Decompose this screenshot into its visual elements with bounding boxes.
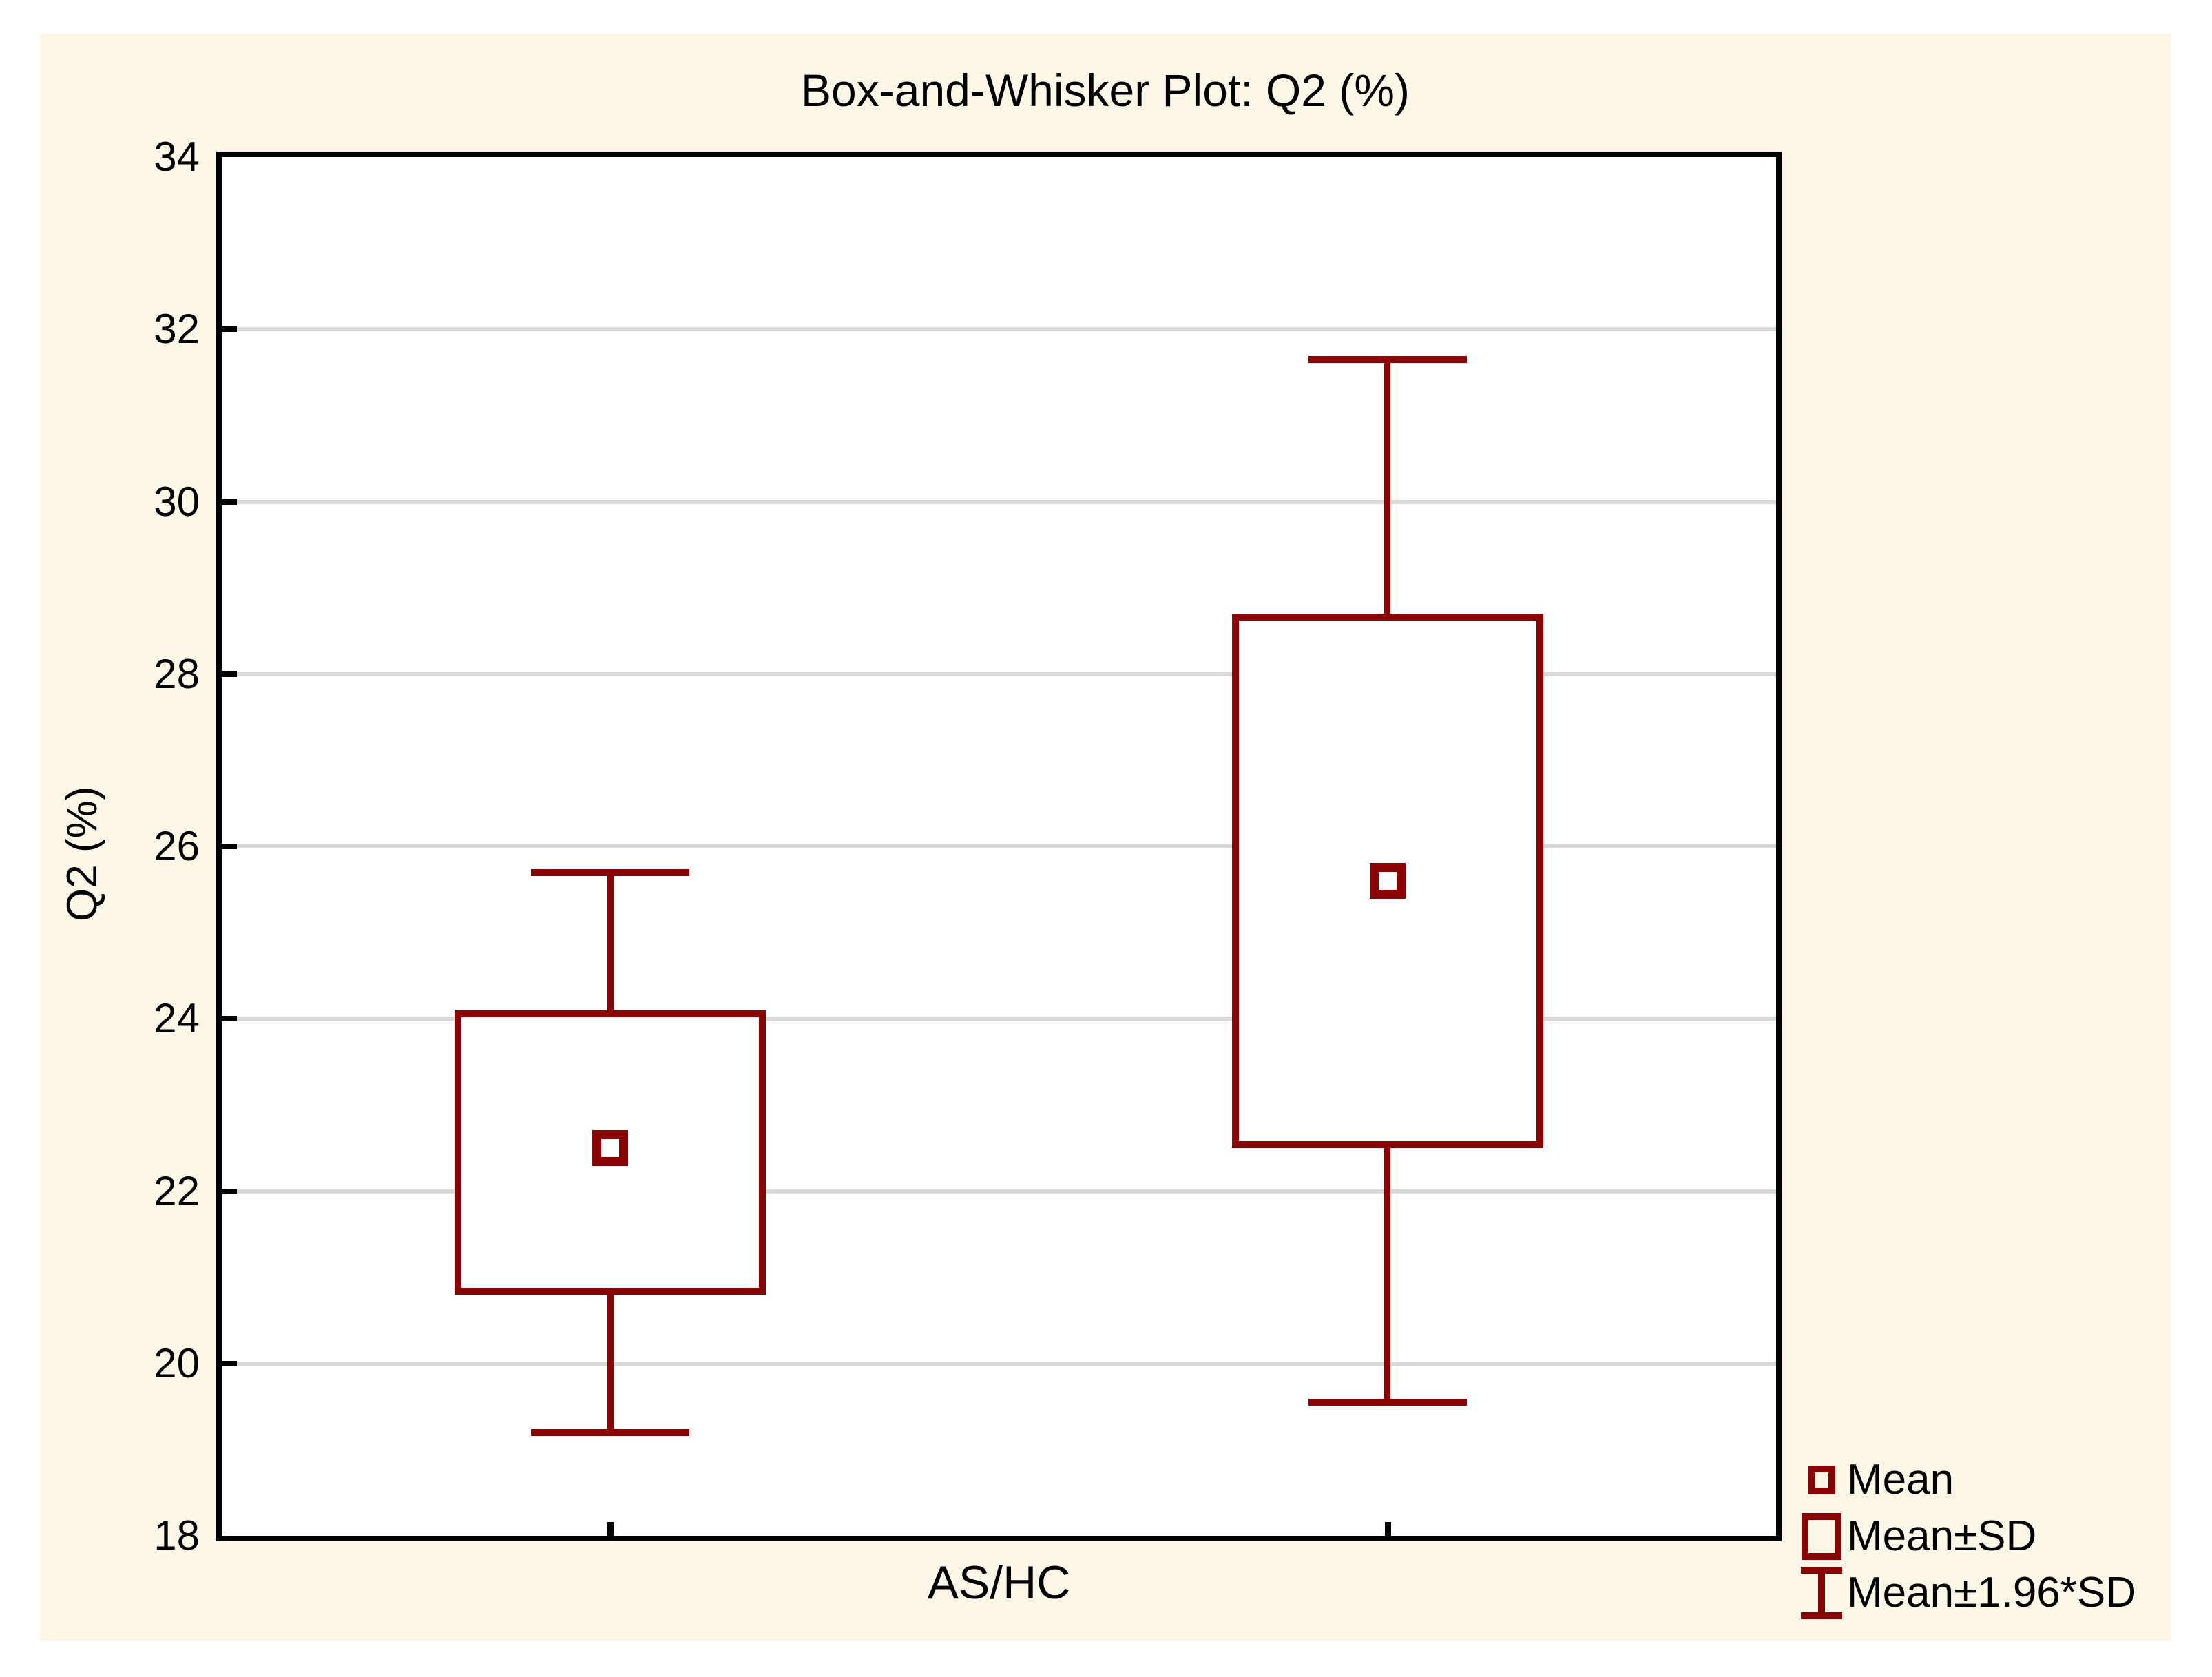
gridline-20 xyxy=(222,1361,1776,1366)
legend-row-mean: Mean xyxy=(1796,1452,2136,1508)
y-tick-28 xyxy=(222,671,237,677)
x-axis-title: AS/HC xyxy=(927,1556,1071,1609)
box-group-2 xyxy=(1231,614,1543,1148)
y-tick-label-28: 28 xyxy=(154,650,200,697)
gridline-24 xyxy=(222,1017,1776,1021)
legend-label-mean-196sd: Mean±1.96*SD xyxy=(1847,1569,2137,1616)
gridline-28 xyxy=(222,671,1776,676)
y-tick-24 xyxy=(222,1016,237,1022)
gridline-22 xyxy=(222,1189,1776,1194)
whisker-cap-top-group-2 xyxy=(1308,356,1467,364)
mean-marker-group-1 xyxy=(592,1129,629,1166)
y-tick-30 xyxy=(222,499,237,505)
x-tick-group-2 xyxy=(1384,1522,1391,1536)
y-tick-label-32: 32 xyxy=(154,306,200,353)
y-tick-32 xyxy=(222,326,237,333)
gridline-30 xyxy=(222,499,1776,504)
x-tick-group-1 xyxy=(607,1522,614,1536)
box-icon xyxy=(1802,1513,1841,1560)
legend-label-mean-sd: Mean±SD xyxy=(1847,1512,2037,1560)
whisker-cap-top-group-1 xyxy=(531,868,690,876)
y-tick-label-34: 34 xyxy=(154,134,200,180)
gridline-32 xyxy=(222,327,1776,332)
chart-title: Box-and-Whisker Plot: Q2 (%) xyxy=(801,65,1410,116)
whisker-cap-bottom-group-2 xyxy=(1308,1399,1467,1406)
y-tick-label-20: 20 xyxy=(154,1340,200,1386)
legend-row-mean-196sd: Mean±1.96*SD xyxy=(1796,1565,2136,1621)
mean-marker-group-2 xyxy=(1369,863,1406,899)
y-tick-26 xyxy=(222,844,237,849)
plot-area xyxy=(216,152,1782,1541)
plot-inner xyxy=(222,157,1776,1536)
y-axis-title: Q2 (%) xyxy=(59,786,106,922)
y-tick-label-24: 24 xyxy=(154,995,200,1042)
legend-row-mean-sd: Mean±SD xyxy=(1796,1508,2136,1565)
y-tick-label-30: 30 xyxy=(154,478,200,525)
y-tick-label-18: 18 xyxy=(154,1512,200,1559)
y-tick-label-22: 22 xyxy=(154,1167,200,1214)
y-tick-22 xyxy=(222,1188,237,1194)
whisker-cap-bottom-group-1 xyxy=(531,1428,690,1436)
gridline-26 xyxy=(222,844,1776,848)
legend-label-mean: Mean xyxy=(1847,1456,1954,1503)
y-tick-20 xyxy=(222,1360,237,1366)
mean-square-icon xyxy=(1808,1466,1835,1494)
whisker-ibeam-icon xyxy=(1801,1567,1842,1619)
y-tick-label-26: 26 xyxy=(154,823,200,869)
legend: Mean Mean±SD Mean±1.96*SD xyxy=(1796,1452,2136,1621)
